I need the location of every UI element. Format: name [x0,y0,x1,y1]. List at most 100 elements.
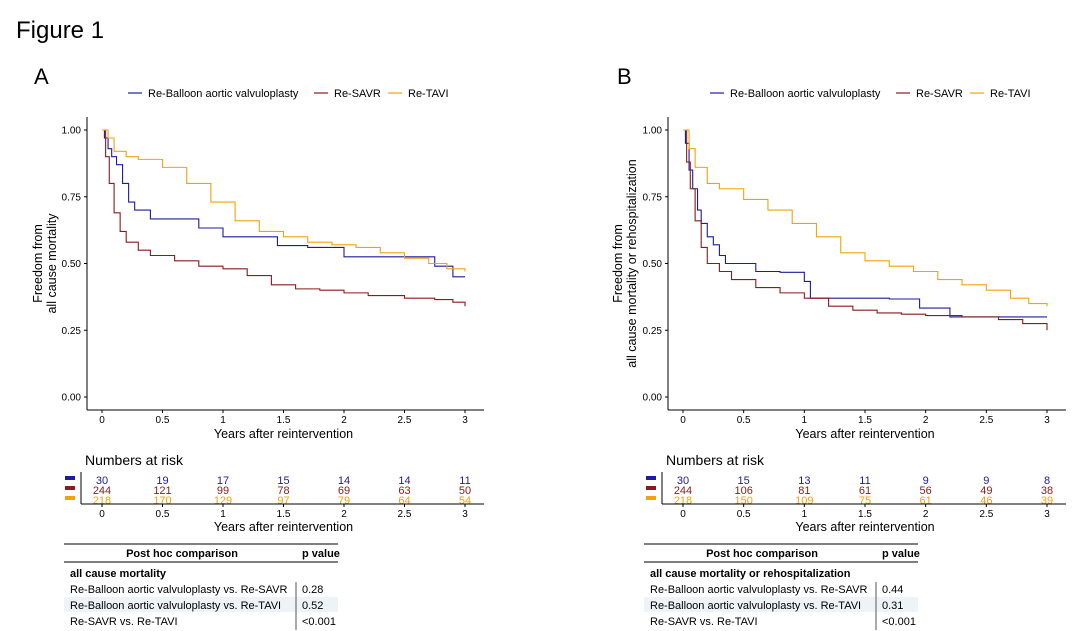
risk-x-tick-label: 0.5 [737,509,751,520]
legend: Re-Balloon aortic valvuloplasty Re-SAVR Re… [710,88,1031,100]
risk-count: 30 [96,475,108,487]
legend-label: Re-TAVI [408,88,449,100]
risk-x-tick-label: 3 [462,509,468,520]
table-row-pvalue: <0.001 [302,616,336,628]
x-axis-title: Years after reintervention [795,427,934,441]
y-tick-label: 0.25 [643,326,663,337]
risk-count: 63 [398,485,410,497]
km-curve-series-2 [102,129,466,272]
legend-label: Re-TAVI [990,88,1031,100]
risk-row-swatch [65,486,75,490]
numbers-at-risk-title: Numbers at risk [666,452,765,468]
risk-x-tick-label: 3 [1044,509,1050,520]
numbers-at-risk-title: Numbers at risk [85,452,184,468]
risk-row-swatch [646,486,656,490]
risk-count: 49 [980,485,992,497]
risk-count: 19 [156,475,168,487]
table-header-comparison: Post hoc comparison [706,548,818,560]
risk-row-swatch [65,496,75,500]
legend-item: Re-TAVI [970,88,1031,100]
risk-x-tick-label: 0 [99,509,105,520]
risk-x-tick-label: 1 [220,509,226,520]
table-header-pvalue: p value [302,548,340,560]
table-row-stripe [644,597,918,612]
x-tick-label: 0 [99,415,105,426]
risk-row-swatch [646,476,656,480]
x-tick-label: 1 [802,415,808,426]
risk-count: 9 [923,475,929,487]
risk-x-tick-label: 2.5 [398,509,412,520]
y-tick-label: 0.50 [62,259,82,270]
y-axis-title-line1: Freedom from [31,224,45,303]
risk-x-axis-title: Years after reintervention [214,520,353,534]
km-curve-series-0 [683,129,1047,318]
table-section-label: all cause mortality or rehospitalization [650,568,851,580]
legend-label: Re-Balloon aortic valvuloplasty [148,88,299,100]
table-row-pvalue: <0.001 [882,616,916,628]
risk-x-tick-label: 2 [923,509,929,520]
legend: Re-Balloon aortic valvuloplasty Re-SAVR Re… [128,88,449,100]
x-tick-label: 2.5 [979,415,993,426]
risk-count: 14 [338,475,350,487]
table-row-label: Re-Balloon aortic valvuloplasty vs. Re-T… [650,600,861,612]
post-hoc-table: Post hoc comparison p value all cause mort… [64,543,340,630]
x-axis-title: Years after reintervention [214,427,353,441]
risk-count: 244 [674,485,692,497]
risk-count: 30 [677,475,689,487]
y-tick-label: 0.00 [62,393,82,404]
y-tick-label: 0.25 [62,326,82,337]
table-row-label: Re-Balloon aortic valvuloplasty vs. Re-T… [70,600,281,612]
panel-letter: A [34,64,49,89]
risk-count: 50 [459,485,471,497]
table-header-pvalue: p value [882,548,920,560]
risk-count: 99 [217,485,229,497]
risk-x-tick-label: 0 [680,509,686,520]
x-tick-label: 1.5 [277,415,291,426]
y-tick-label: 1.00 [62,126,82,137]
post-hoc-table: Post hoc comparison p value all cause mort… [644,543,920,630]
risk-row-swatch [646,496,656,500]
risk-count: 38 [1041,485,1053,497]
risk-count: 13 [798,475,810,487]
legend-item: Re-TAVI [388,88,449,100]
table-row-pvalue: 0.31 [882,600,903,612]
risk-x-tick-label: 0.5 [156,509,170,520]
risk-count: 11 [459,475,470,487]
table-row-label: Re-SAVR vs. Re-TAVI [70,616,178,628]
risk-count: 11 [859,475,870,487]
figure-title: Figure 1 [16,17,104,44]
x-tick-label: 1 [220,415,226,426]
x-tick-label: 2 [923,415,929,426]
x-tick-label: 3 [1044,415,1050,426]
legend-label: Re-SAVR [334,88,381,100]
table-row-pvalue: 0.28 [302,584,323,596]
table-row-label: Re-Balloon aortic valvuloplasty vs. Re-S… [650,584,867,596]
risk-count: 81 [798,485,810,497]
panel-letter: B [617,64,632,89]
panel-b: B Re-Balloon aortic valvuloplasty Re-SAVR R… [611,64,1066,630]
km-curve-series-2 [683,129,1048,307]
x-tick-label: 0.5 [156,415,170,426]
risk-count: 15 [738,475,750,487]
risk-count: 9 [983,475,989,487]
risk-count: 106 [734,485,752,497]
y-tick-label: 0.50 [643,259,663,270]
table-row-pvalue: 0.52 [302,600,323,612]
risk-x-tick-label: 1 [802,509,808,520]
y-tick-label: 1.00 [643,126,663,137]
table-row-label: Re-SAVR vs. Re-TAVI [650,616,758,628]
risk-count: 121 [153,485,171,497]
table-row-label: Re-Balloon aortic valvuloplasty vs. Re-S… [70,584,287,596]
km-curve-series-0 [102,129,465,278]
table-section-label: all cause mortality [70,568,167,580]
y-axis-title-line2: all cause mortality or rehospitalization [625,159,639,367]
x-tick-label: 2 [341,415,347,426]
risk-x-tick-label: 1.5 [858,509,872,520]
x-tick-label: 1.5 [858,415,872,426]
legend-item: Re-Balloon aortic valvuloplasty [710,88,881,100]
risk-x-tick-label: 2 [341,509,347,520]
x-tick-label: 0.5 [737,415,751,426]
y-tick-label: 0.75 [62,192,82,203]
risk-x-tick-label: 1.5 [277,509,291,520]
risk-count: 244 [93,485,111,497]
